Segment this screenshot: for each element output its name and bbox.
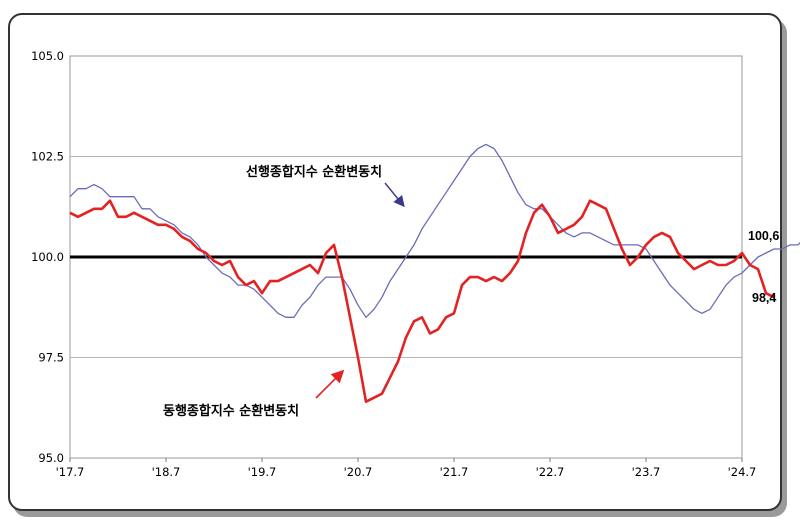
coincident-index-annotation: 동행종합지수 순환변동치 — [163, 403, 299, 419]
x-tick-label: '19.7 — [248, 465, 277, 479]
y-tick-label: 97.5 — [38, 351, 64, 365]
x-tick-label: '20.7 — [344, 465, 373, 479]
leading-end-label: 100,6 — [748, 229, 779, 243]
coincident-index-arrow — [315, 369, 345, 399]
y-tick-label: 100.0 — [31, 250, 64, 264]
annotations: 선행종합지수 순환변동치 동행종합지수 순환변동치 — [163, 164, 405, 419]
y-tick-label: 95.0 — [38, 451, 64, 465]
x-tick-label: '17.7 — [56, 465, 85, 479]
y-tick-label: 105.0 — [31, 49, 64, 63]
end-labels: 100,6 98,4 — [748, 229, 779, 305]
x-tick-label: '21.7 — [440, 465, 469, 479]
x-axis: '17.7 '18.7 '19.7 '20.7 '21.7 '22.7 '23.7 '24.7 — [56, 458, 757, 479]
coincident-index-line — [69, 199, 775, 404]
x-tick-label: '23.7 — [632, 465, 661, 479]
leading-index-annotation: 선행종합지수 순환변동치 — [246, 164, 382, 180]
x-tick-label: '24.7 — [728, 465, 757, 479]
x-tick-label: '22.7 — [536, 465, 565, 479]
leading-index-line — [69, 143, 800, 318]
y-axis: 105.0 102.5 100.0 97.5 95.0 — [31, 49, 64, 465]
coincident-end-label: 98,4 — [752, 291, 776, 305]
series-lines — [69, 143, 800, 404]
y-tick-label: 102.5 — [31, 150, 64, 164]
x-tick-label: '18.7 — [152, 465, 181, 479]
leading-index-arrow — [384, 182, 405, 208]
